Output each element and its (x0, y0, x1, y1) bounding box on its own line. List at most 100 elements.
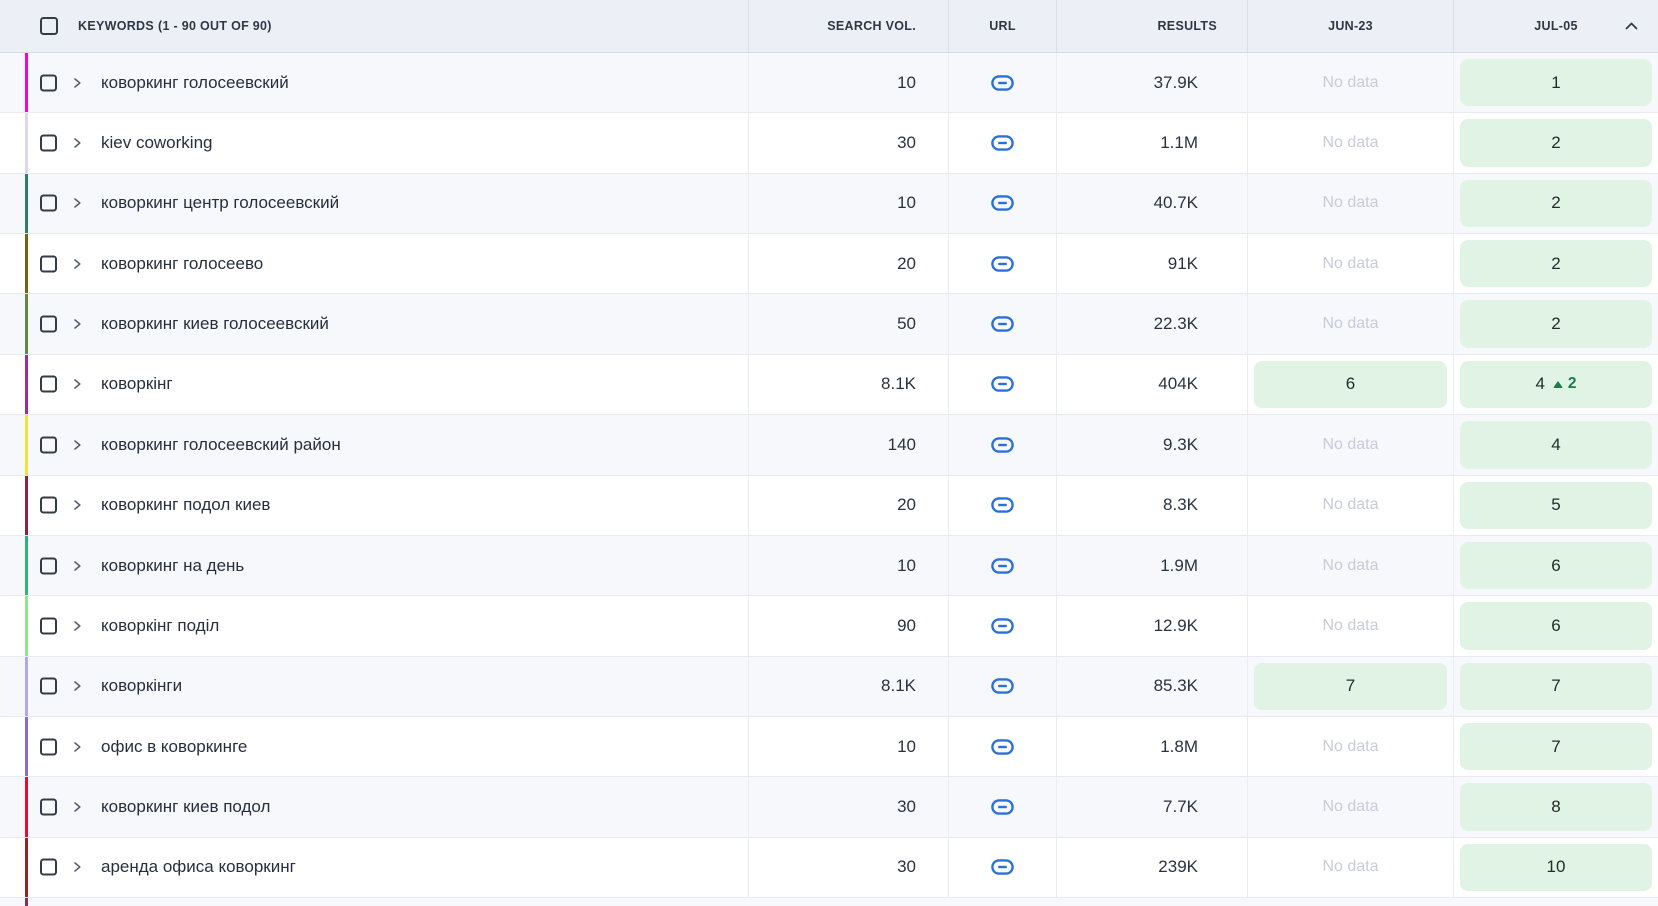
row-checkbox[interactable] (40, 255, 57, 273)
chevron-right-expander-icon[interactable] (73, 680, 82, 693)
row-checkbox[interactable] (40, 134, 57, 152)
table-row: коворкінги 8.1K 85.3K 7 7 (0, 656, 1658, 717)
link-icon[interactable] (991, 74, 1014, 91)
keyword-text[interactable]: коворкинг голосеево (101, 253, 264, 273)
results-value: 7.7K (1163, 796, 1198, 816)
results-value: 85.3K (1153, 676, 1198, 696)
url-cell (948, 234, 1056, 294)
jun-23-cell: 7 (1247, 656, 1453, 716)
header-results[interactable]: RESULTS (1056, 0, 1247, 52)
jul-05-label: JUL-05 (1534, 19, 1578, 33)
header-search-vol[interactable]: SEARCH VOL. (748, 0, 948, 52)
keyword-text[interactable]: коворкинг голосеевский район (101, 434, 341, 454)
search-volume-cell: 8.1K (748, 354, 948, 415)
row-checkbox[interactable] (40, 798, 57, 816)
no-data-label: No data (1322, 556, 1379, 574)
chevron-right-expander-icon[interactable] (73, 619, 82, 632)
header-url[interactable]: URL (948, 0, 1056, 52)
row-checkbox[interactable] (40, 375, 57, 393)
keyword-text[interactable]: аренда офиса коворкинг (101, 857, 296, 877)
results-cell: 8.3K (1056, 475, 1247, 535)
keyword-text[interactable]: коворкінг (101, 374, 173, 394)
keyword-text[interactable]: коворкинг центр голосеевский (101, 193, 340, 213)
link-icon[interactable] (991, 678, 1014, 695)
link-icon[interactable] (991, 316, 1014, 332)
jul-05-cell: 1 (1453, 53, 1658, 113)
partial-next-row (0, 898, 1658, 906)
search-volume-value: 10 (897, 736, 916, 756)
url-cell (948, 294, 1056, 354)
row-checkbox[interactable] (40, 194, 57, 212)
keyword-text[interactable]: коворкінги (101, 676, 183, 696)
chevron-right-expander-icon[interactable] (73, 197, 82, 210)
chevron-right-expander-icon[interactable] (73, 499, 82, 512)
link-icon[interactable] (991, 859, 1014, 876)
link-icon[interactable] (991, 255, 1014, 272)
results-cell: 22.3K (1056, 294, 1247, 354)
link-icon[interactable] (991, 738, 1014, 755)
link-icon[interactable] (991, 135, 1014, 151)
chevron-right-expander-icon[interactable] (73, 559, 82, 572)
keyword-cell: офис в коворкинге (0, 716, 748, 777)
position-change: 2 (1552, 375, 1577, 393)
no-data-label: No data (1322, 737, 1379, 755)
jun-23-cell: No data (1247, 475, 1453, 535)
chevron-right-expander-icon[interactable] (73, 800, 82, 813)
keyword-cell: коворкинг голосеево (0, 234, 748, 294)
row-checkbox[interactable] (40, 436, 57, 454)
search-volume-value: 8.1K (881, 374, 916, 394)
link-icon[interactable] (991, 497, 1014, 513)
url-cell (948, 777, 1056, 837)
jun-23-cell: No data (1247, 837, 1453, 898)
row-checkbox[interactable] (40, 557, 57, 575)
jul-05-cell: 6 (1453, 596, 1658, 656)
keyword-text[interactable]: офис в коворкинге (101, 736, 248, 756)
table-row: kiev coworking 30 1.1M No data 2 (0, 113, 1658, 174)
keywords-column-header[interactable]: KEYWORDS (1 - 90 OUT OF 90) (78, 19, 272, 33)
select-all-checkbox[interactable] (40, 17, 58, 35)
keyword-text[interactable]: kiev coworking (101, 133, 213, 153)
keyword-text[interactable]: коворкинг на день (101, 555, 245, 575)
keyword-text[interactable]: коворкинг киев голосеевский (101, 314, 329, 334)
keyword-color-bar (25, 535, 28, 596)
jun-23-cell: No data (1247, 415, 1453, 475)
sort-chevron-up-icon[interactable] (1625, 22, 1638, 30)
results-value: 22.3K (1153, 314, 1198, 334)
link-icon[interactable] (991, 437, 1014, 453)
link-icon[interactable] (991, 618, 1014, 634)
chevron-right-expander-icon[interactable] (73, 257, 82, 270)
chevron-right-expander-icon[interactable] (73, 438, 82, 451)
position-pill: 2 (1460, 179, 1652, 228)
chevron-right-expander-icon[interactable] (73, 378, 82, 391)
keyword-text[interactable]: коворкинг подол киев (101, 495, 271, 515)
keyword-text[interactable]: коворкинг киев подол (101, 796, 271, 816)
chevron-right-expander-icon[interactable] (73, 137, 82, 150)
jul-05-cell: 7 (1453, 656, 1658, 716)
results-cell: 1.8M (1056, 716, 1247, 777)
row-checkbox[interactable] (40, 74, 57, 92)
row-checkbox[interactable] (40, 677, 57, 695)
search-volume-cell: 20 (748, 234, 948, 294)
link-icon[interactable] (991, 799, 1014, 815)
jun-23-cell: No data (1247, 294, 1453, 354)
position-value: 2 (1551, 133, 1561, 153)
header-jun-23[interactable]: JUN-23 (1247, 0, 1453, 52)
link-icon[interactable] (991, 557, 1014, 574)
chevron-right-expander-icon[interactable] (73, 318, 82, 331)
keyword-text[interactable]: коворкінг поділ (101, 615, 220, 635)
header-jul-05[interactable]: JUL-05 (1453, 0, 1658, 52)
chevron-right-expander-icon[interactable] (73, 740, 82, 753)
row-checkbox[interactable] (40, 315, 57, 333)
chevron-right-expander-icon[interactable] (73, 861, 82, 874)
table-row: коворкинг голосеево 20 91K No data 2 (0, 234, 1658, 295)
link-icon[interactable] (991, 195, 1014, 212)
keyword-text[interactable]: коворкинг голосеевский (101, 72, 289, 92)
chevron-right-expander-icon[interactable] (73, 76, 82, 89)
row-checkbox[interactable] (40, 738, 57, 756)
table-row: аренда офиса коворкинг 30 239K No data 1… (0, 837, 1658, 899)
link-icon[interactable] (991, 376, 1014, 393)
row-checkbox[interactable] (40, 858, 57, 876)
row-checkbox[interactable] (40, 496, 57, 514)
row-checkbox[interactable] (40, 617, 57, 635)
url-cell (948, 415, 1056, 475)
